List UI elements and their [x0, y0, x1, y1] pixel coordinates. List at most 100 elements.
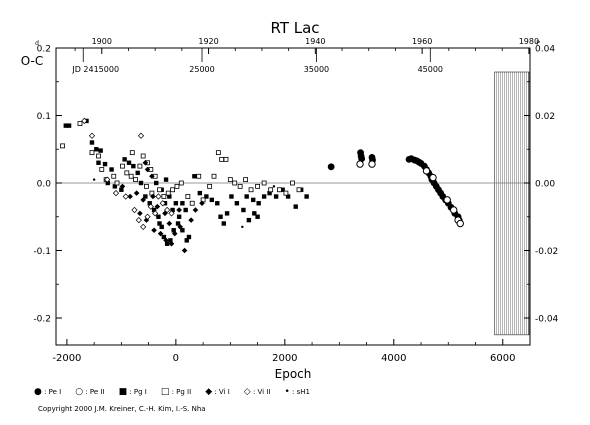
point-pg-ii: [133, 177, 138, 183]
point-pg-ii: [120, 163, 125, 169]
point-pg-i: [218, 214, 223, 219]
point-vi-i: [176, 207, 182, 213]
legend-item: □ : Pg II: [161, 387, 191, 397]
point-pg-ii: [111, 173, 117, 179]
point-pg-i: [164, 241, 170, 246]
point-vi-i: [149, 173, 155, 180]
point-pg-i: [170, 207, 175, 213]
point-pg-ii: [170, 187, 175, 193]
point-vi-ii: [144, 213, 151, 220]
point-vi-i: [166, 220, 173, 227]
point-pg-i: [131, 163, 136, 169]
point-pg-ii: [174, 183, 180, 189]
copyright-text: Copyright 2000 J.M. Kreiner, C.-H. Kim, …: [38, 405, 206, 413]
point-pg-ii: [161, 194, 167, 199]
point-vi-ii: [122, 193, 129, 200]
point-pg-i: [180, 228, 185, 233]
point-pg-i: [267, 190, 272, 196]
year-tick-label: 1940: [305, 37, 325, 46]
point-pg-ii: [114, 180, 120, 186]
point-vi-ii: [131, 206, 138, 214]
point-pe-ii: [456, 219, 464, 228]
point-vi-ii: [155, 193, 162, 200]
point-pg-i: [126, 160, 132, 165]
legend-symbol: •: [284, 387, 290, 397]
point-pg-ii: [60, 143, 65, 149]
point-pg-i: [215, 201, 220, 206]
y-tick-label: 0.1: [37, 112, 51, 122]
legend-label: : Vi II: [250, 388, 271, 396]
point-pe-ii: [443, 196, 451, 204]
point-pg-ii: [268, 187, 274, 193]
point-pg-i: [147, 201, 152, 206]
x-tick-label: 0: [173, 353, 179, 364]
legend-item: ■ : Pg I: [119, 387, 147, 397]
point-vi-ii: [168, 210, 175, 217]
point-pg-i: [163, 177, 169, 182]
point-vi-i: [142, 159, 149, 166]
point-pg-ii: [77, 121, 83, 126]
point-pg-i: [102, 161, 108, 167]
point-pg-i: [154, 180, 159, 186]
point-pg-ii: [237, 183, 243, 189]
point-pg-i: [171, 228, 176, 233]
point-pg-i: [109, 167, 114, 172]
legend-label: : Pg I: [127, 388, 147, 396]
point-pg-i: [229, 194, 234, 199]
y2-tick-label: 0.00: [535, 180, 555, 190]
point-pe-ii: [429, 173, 437, 182]
point-pg-i: [89, 140, 95, 145]
point-pg-i: [252, 211, 257, 216]
point-pg-i: [151, 207, 157, 213]
x-tick-label: -2000: [52, 353, 81, 364]
point-pg-ii: [157, 187, 162, 193]
point-pg-i: [175, 221, 181, 226]
year-tick-label: 1960: [412, 37, 432, 46]
y2-tick-label: 0.04: [535, 45, 555, 55]
point-pg-ii: [137, 163, 143, 169]
point-vi-i: [181, 247, 188, 254]
point-pg-ii: [144, 183, 149, 189]
point-vi-i: [192, 207, 199, 213]
point-vi-i: [188, 217, 194, 223]
point-vi-i: [144, 166, 151, 173]
legend-symbol: ●: [34, 387, 42, 397]
point-pg-ii: [128, 173, 134, 179]
jd-label: 35000: [304, 65, 329, 74]
point-pg-i: [261, 194, 267, 199]
legend-item: ◇ : Vi II: [244, 387, 271, 397]
point-vi-i: [171, 230, 178, 237]
point-pg-i: [122, 157, 127, 162]
point-pg-ii: [96, 153, 101, 159]
plot-frame: -2000 0 2000 4000 6000 Epoch 0.1 0.0 -0.1 -0.2 0.2…: [21, 37, 559, 381]
point-pg-i: [192, 174, 197, 179]
y-tick-label: 0.0: [37, 180, 52, 190]
legend-item: ● : Pe I: [34, 387, 61, 397]
point-pg-ii: [227, 177, 233, 183]
point-pg-ii: [261, 180, 267, 186]
legend-symbol: ○: [75, 387, 84, 397]
x-axis-label: Epoch: [275, 367, 312, 381]
point-pe-i: [358, 155, 366, 163]
point-vi-i: [154, 203, 161, 210]
legend-label: : sH1: [289, 388, 310, 396]
y2-tick-label: -0.04: [535, 315, 559, 325]
point-vi-i: [119, 183, 126, 190]
hatched-region: [494, 71, 530, 336]
point-pg-i: [112, 184, 118, 189]
point-pg-ii: [215, 150, 221, 156]
point-sh1: [241, 225, 244, 229]
point-vi-i: [157, 230, 164, 237]
point-vi-ii: [159, 200, 166, 207]
point-vi-ii: [140, 223, 147, 230]
point-pg-i: [159, 224, 164, 230]
point-pg-i: [304, 194, 309, 199]
point-pe-ii: [450, 206, 458, 214]
oc-chart: RT Lac -2000 0 2000 4000 6000 Epoch 0.1 0.0 -0.1…: [21, 19, 559, 381]
x-tick-label: 2000: [272, 353, 297, 364]
point-pg-ii: [276, 187, 282, 193]
point-pg-i: [221, 221, 227, 226]
point-pg-ii: [140, 153, 146, 159]
point-pg-ii: [283, 190, 289, 196]
y2-tick-label: -0.02: [535, 247, 558, 257]
